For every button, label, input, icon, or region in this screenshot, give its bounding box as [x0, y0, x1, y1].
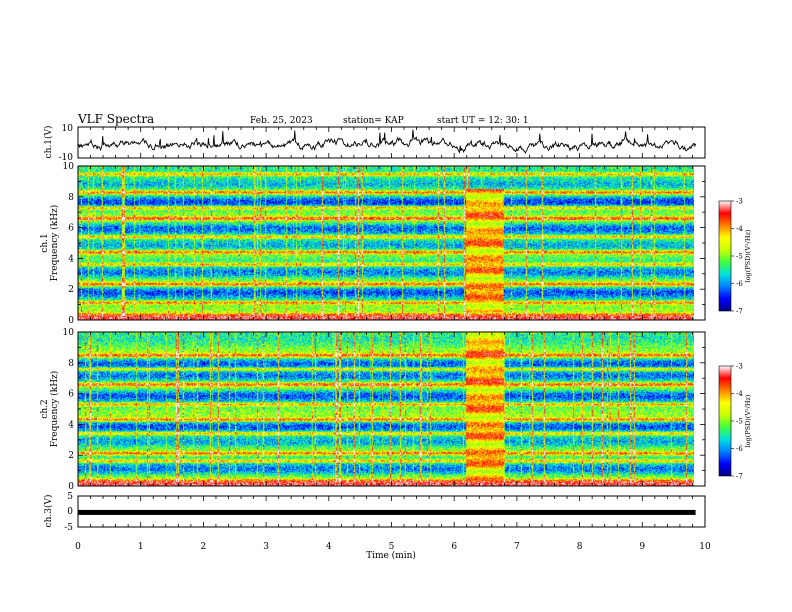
ch1-spectrogram-panel: 0 2 4 6 8 10 ch.1 Frequency (kHz) — [40, 162, 706, 326]
ch1-colorbar-tick: -3 — [736, 198, 743, 206]
ch2-colorbar: -3 -4 -5 -6 -7 log(PSD)(V²/Hz) — [718, 363, 752, 481]
ch1-freq-ytick-8: 8 — [68, 193, 74, 203]
ch2-colorbar-tick: -6 — [736, 445, 743, 453]
ch2-freq-ytick-2: 2 — [68, 451, 74, 461]
time-axis-ticks — [77, 127, 706, 527]
ch2-colorbar-tick: -3 — [736, 363, 743, 371]
figure-title: VLF Spectra — [77, 112, 154, 126]
ch3-panel: 5 0 -5 ch.3(V) — [43, 492, 706, 533]
ch2-colorbar-label: log(PSD)(V²/Hz) — [744, 394, 752, 447]
ch3-ytick-mid: 0 — [67, 507, 73, 517]
ch1-waveform-line — [77, 129, 697, 155]
time-tick-label-0: 0 — [75, 542, 81, 552]
ch2-colorbar-gradient — [718, 365, 732, 477]
ch2-frequency-ticks: 0 2 4 6 8 10 — [63, 328, 705, 492]
date-label: Feb. 25, 2023 — [250, 116, 313, 126]
ch2-colorbar-ticks: -3 -4 -5 -6 -7 — [731, 363, 743, 481]
ch1-colorbar-tick: -6 — [736, 280, 743, 288]
ch1-freq-ytick-4: 4 — [68, 254, 74, 264]
time-tick-label-3: 3 — [263, 542, 269, 552]
ch2-spectrogram-ylabel-frequency: Frequency (kHz) — [49, 371, 60, 448]
time-tick-label-1: 1 — [138, 542, 144, 552]
ch2-colorbar-tick: -7 — [736, 473, 743, 481]
ch3-ytick-top: 5 — [67, 492, 73, 502]
ch1-freq-ytick-6: 6 — [68, 224, 74, 234]
ch1-waveform-ylabel: ch.1(V) — [43, 126, 54, 159]
ch2-colorbar-tick: -4 — [736, 390, 743, 398]
ch2-colorbar-tick: -5 — [736, 418, 743, 426]
time-tick-label-8: 8 — [577, 542, 583, 552]
ch2-spectrogram-image — [78, 332, 694, 486]
ch1-ytick-bottom: -10 — [59, 153, 74, 163]
ch1-colorbar-label: log(PSD)(V²/Hz) — [744, 229, 752, 282]
time-tick-label-2: 2 — [201, 542, 207, 552]
start-time-label: start UT = 12: 30: 1 — [437, 116, 529, 126]
ch2-freq-ytick-6: 6 — [68, 390, 74, 400]
station-label: station= KAP — [343, 116, 404, 126]
ch2-spectrogram-ylabel-channel: ch.2 — [40, 399, 50, 418]
ch2-freq-ytick-8: 8 — [68, 359, 74, 369]
ch1-colorbar-gradient — [718, 200, 732, 312]
time-tick-label-5: 5 — [389, 542, 395, 552]
ch1-freq-ytick-0: 0 — [68, 316, 74, 326]
ch1-waveform-panel: 10 -10 ch.1(V) — [43, 124, 706, 163]
ch1-colorbar-tick: -7 — [736, 308, 743, 316]
ch1-spectrogram-ylabel-channel: ch.1 — [40, 233, 50, 252]
ch2-freq-ytick-10: 10 — [63, 328, 75, 338]
ch2-freq-ytick-0: 0 — [68, 482, 74, 492]
time-tick-label-4: 4 — [326, 542, 332, 552]
ch3-ytick-bottom: -5 — [64, 523, 73, 533]
time-tick-label-10: 10 — [699, 542, 711, 552]
ch3-trace-line — [78, 509, 696, 515]
ch1-colorbar-tick: -5 — [736, 253, 743, 261]
time-tick-label-7: 7 — [514, 542, 520, 552]
time-axis-tick-labels: 0 1 2 3 4 5 6 7 8 9 10 — [75, 542, 711, 552]
ch1-colorbar: -3 -4 -5 -6 -7 log(PSD)(V²/Hz) — [718, 198, 752, 316]
time-tick-label-6: 6 — [451, 542, 457, 552]
time-axis-label: Time (min) — [366, 550, 416, 561]
ch2-freq-ytick-4: 4 — [68, 420, 74, 430]
ch1-ytick-top: 10 — [62, 124, 74, 134]
ch2-spectrogram-panel: 0 2 4 6 8 10 ch.2 Frequency (kHz) — [40, 328, 706, 492]
ch1-frequency-ticks: 0 2 4 6 8 10 — [63, 162, 705, 326]
time-tick-label-9: 9 — [639, 542, 645, 552]
ch1-freq-ytick-10: 10 — [63, 162, 75, 172]
ch1-colorbar-ticks: -3 -4 -5 -6 -7 — [731, 198, 743, 316]
ch1-spectrogram-ylabel-frequency: Frequency (kHz) — [49, 205, 60, 282]
ch1-spectrogram-image — [78, 166, 694, 320]
ch1-colorbar-tick: -4 — [736, 225, 743, 233]
ch3-ylabel: ch.3(V) — [43, 495, 54, 528]
ch1-freq-ytick-2: 2 — [68, 285, 74, 295]
